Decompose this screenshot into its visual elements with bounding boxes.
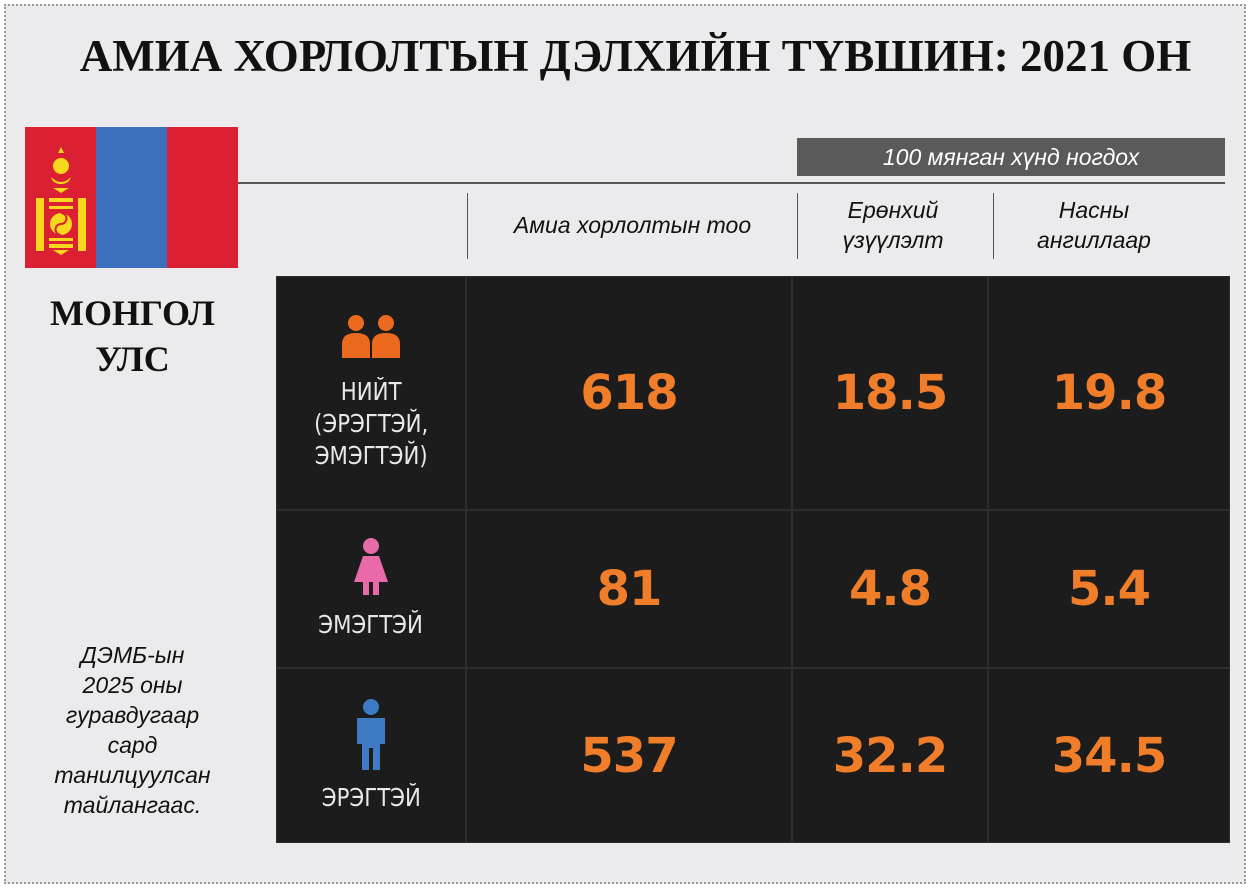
value: 19.8 [1051,365,1167,421]
row-label: ЭРЭГТЭЙ [321,782,421,812]
column-header-age: Насны ангиллаар [994,193,1194,259]
age-rate-female: 5.4 [988,510,1230,668]
crude-rate-male: 32.2 [792,668,988,843]
row-label: НИЙТ [340,377,402,406]
value: 81 [596,561,663,617]
crude-rate-total: 18.5 [792,276,988,510]
source-line: ДЭМБ-ын [80,642,185,668]
value: 4.8 [848,561,932,617]
count-female: 81 [466,510,792,668]
source-line: гуравдугаар [65,702,200,728]
country-name: МОНГОЛ УЛС [20,290,245,382]
row-label-female: ЭМЭГТЭЙ [276,510,466,668]
female-icon [354,538,388,595]
row-label-male: ЭРЭГТЭЙ [276,668,466,843]
column-divider [467,193,468,259]
mongolia-flag [25,127,238,268]
country-line: УЛС [95,339,170,379]
row-label: ЭМЭГТЭЙ [318,610,424,639]
column-divider [993,193,994,259]
value: 18.5 [832,365,948,421]
data-table: НИЙТ (ЭРЭГТЭЙ, ЭМЭГТЭЙ) 618 18.5 19.8 ЭМЭГ… [276,276,1230,843]
column-header-label: үзүүлэлт [842,227,944,253]
row-label: ЭМЭГТЭЙ) [314,441,428,470]
column-header-label: Насны [1058,197,1130,224]
soyombo-icon [36,147,86,255]
crude-rate-female: 4.8 [792,510,988,668]
age-rate-male: 34.5 [988,668,1230,843]
age-rate-total: 19.8 [988,276,1230,510]
count-total: 618 [466,276,792,510]
source-line: сард [107,732,158,758]
value: 32.2 [832,727,948,784]
people-icon [342,315,400,358]
column-header-label: Ерөнхий [847,197,939,224]
male-icon [357,698,385,770]
unit-label: 100 мянган хүнд ногдох [797,138,1225,176]
column-header-label: Амиа хорлолтын тоо [513,212,752,239]
column-divider [797,193,798,259]
value: 618 [580,365,678,421]
row-label: (ЭРЭГТЭЙ, [313,409,429,438]
value: 5.4 [1067,561,1151,617]
value: 34.5 [1051,727,1167,784]
source-line: тайлангаас. [63,792,202,818]
page-title: АМИА ХОРЛОЛТЫН ДЭЛХИЙН ТҮВШИН: 2021 ОН [79,31,1192,81]
column-header-crude: Ерөнхий үзүүлэлт [798,193,988,259]
value: 537 [580,727,678,784]
source-note: ДЭМБ-ын 2025 оны гуравдугаар сард танилц… [20,640,245,820]
source-line: 2025 оны [82,672,183,698]
column-header-count: Амиа хорлолтын тоо [468,193,797,259]
header-divider [238,182,1225,184]
source-line: танилцуулсан [54,762,211,788]
column-header-label: ангиллаар [1037,227,1151,253]
country-line: МОНГОЛ [49,293,216,333]
row-label-total: НИЙТ (ЭРЭГТЭЙ, ЭМЭГТЭЙ) [276,276,466,510]
count-male: 537 [466,668,792,843]
